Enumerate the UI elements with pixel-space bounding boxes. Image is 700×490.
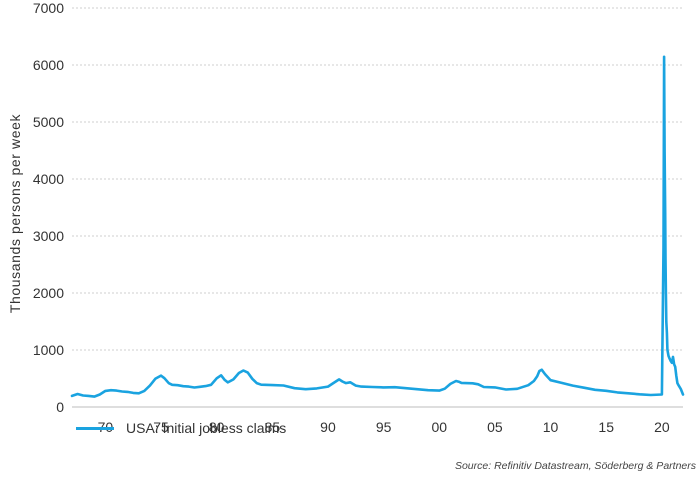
x-axis-ticks: 7075808590950005101520 (98, 419, 670, 435)
x-tick-label: 95 (376, 419, 392, 435)
x-tick-label: 90 (320, 419, 336, 435)
x-tick-label: 15 (598, 419, 614, 435)
y-tick-label: 4000 (33, 171, 64, 187)
y-axis-ticks: 0 1000 2000 3000 4000 5000 6000 7000 (33, 0, 64, 415)
x-tick-label: 10 (543, 419, 559, 435)
y-tick-label: 7000 (33, 0, 64, 16)
x-tick-label: 85 (265, 419, 281, 435)
series-layer (70, 55, 685, 398)
legend: USA: Initial jobless claims (76, 420, 286, 436)
x-tick-label: 80 (209, 419, 225, 435)
x-tick-label: 75 (153, 419, 169, 435)
y-tick-label: 6000 (33, 57, 64, 73)
x-tick-label: 20 (654, 419, 670, 435)
y-tick-label: 1000 (33, 342, 64, 358)
source-note: Source: Refinitiv Datastream, Söderberg … (454, 460, 696, 472)
gridlines (72, 7, 683, 351)
y-axis-label: Thousands persons per week (7, 113, 23, 313)
series-line-initial-jobless-claims (70, 55, 685, 398)
y-tick-label: 5000 (33, 114, 64, 130)
x-tick-label: 05 (487, 419, 503, 435)
y-tick-label: 2000 (33, 285, 64, 301)
y-tick-label: 0 (56, 399, 64, 415)
y-tick-label: 3000 (33, 228, 64, 244)
x-tick-label: 00 (431, 419, 447, 435)
legend-swatch (76, 426, 114, 430)
legend-label: USA: Initial jobless claims (126, 420, 287, 436)
